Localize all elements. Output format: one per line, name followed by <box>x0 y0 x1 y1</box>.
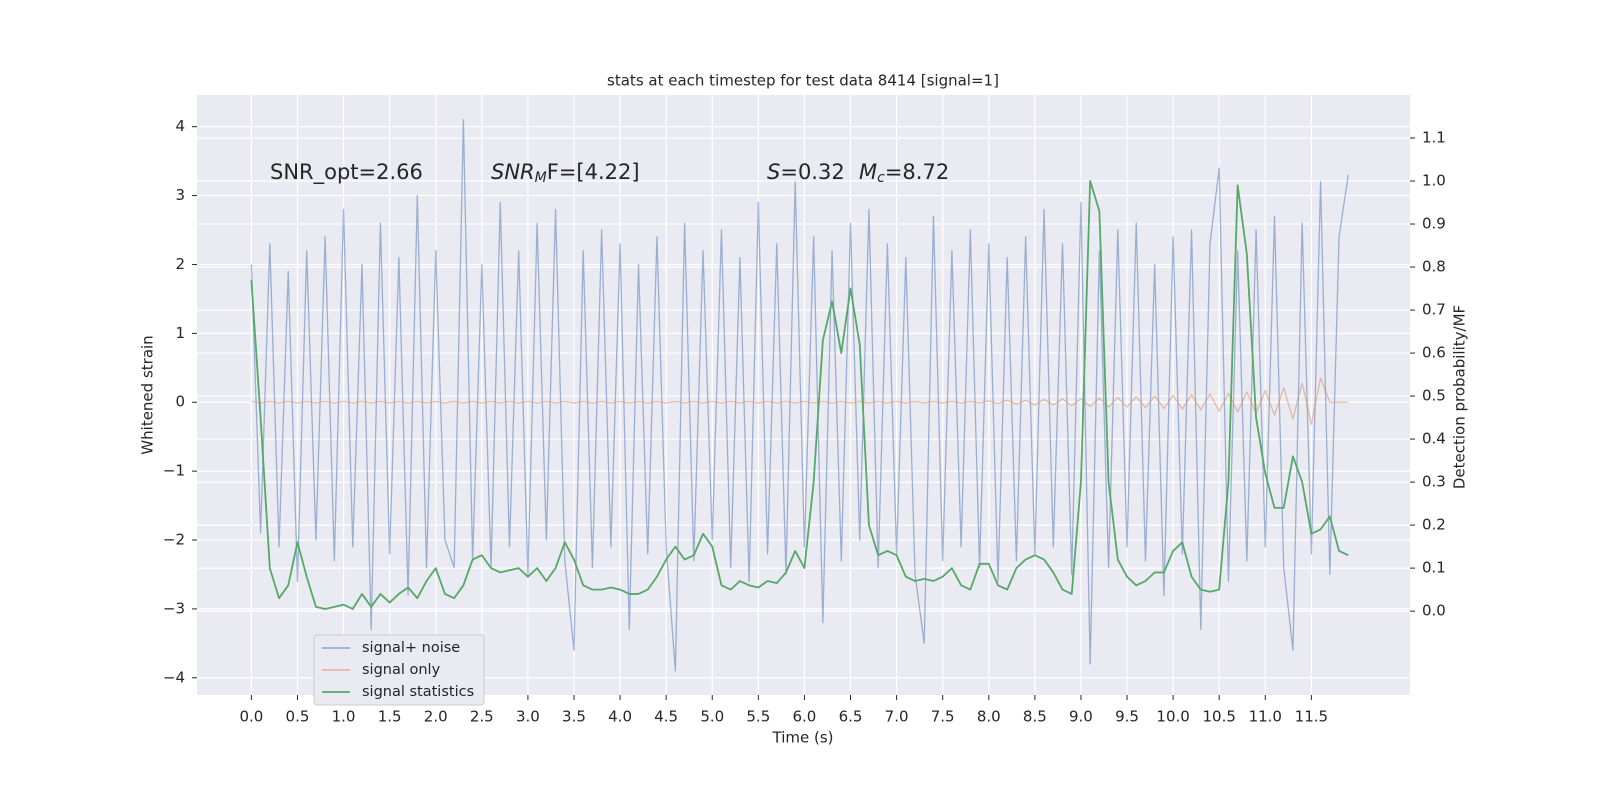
annotation-part: =0.32 <box>780 160 844 184</box>
annotation-part: F=[4.22] <box>547 160 640 184</box>
x-tick-label: 5.0 <box>700 708 724 726</box>
chart-title: stats at each timestep for test data 841… <box>607 72 999 90</box>
annotation: SNRMF=[4.22] <box>491 160 640 186</box>
annotation-part: S <box>767 160 780 184</box>
grid <box>197 95 1410 695</box>
x-tick-label: 2.0 <box>424 708 448 726</box>
x-tick-label: 1.0 <box>332 708 356 726</box>
y-tick-label: 0 <box>175 393 185 411</box>
annotation-part: =8.72 <box>885 160 949 184</box>
y-tick-label: −4 <box>163 668 185 686</box>
x-tick-label: 7.0 <box>885 708 909 726</box>
y2-tick-label: 0.5 <box>1422 387 1446 405</box>
y-tick-label: 3 <box>175 186 185 204</box>
legend-label: signal+ noise <box>362 640 460 656</box>
y-tick-label: −3 <box>163 599 185 617</box>
legend-label: signal statistics <box>362 684 474 700</box>
y2-tick-label: 1.1 <box>1422 129 1446 147</box>
y2-tick-label: 0.3 <box>1422 473 1446 491</box>
annotation-part: c <box>877 170 885 186</box>
marks <box>250 119 1349 672</box>
y2-tick-label: 0.1 <box>1422 559 1446 577</box>
annotation-part: SNR_opt=2.66 <box>270 160 423 185</box>
y-tick-label: −2 <box>163 531 185 549</box>
annotation-part: M <box>535 170 547 186</box>
annotation-part: SNR <box>491 160 535 184</box>
x-tick-label: 11.5 <box>1295 708 1328 726</box>
x-tick-label: 4.5 <box>654 708 678 726</box>
legend-box <box>313 634 485 706</box>
x-tick-label: 3.0 <box>516 708 540 726</box>
annotation: SNR_opt=2.66 <box>270 160 423 185</box>
series-line <box>250 119 1349 672</box>
annotation-part: M <box>859 160 877 184</box>
x-tick-label: 11.0 <box>1249 708 1282 726</box>
x-tick-label: 8.5 <box>1023 708 1047 726</box>
y2-tick-label: 0.2 <box>1422 516 1446 534</box>
y2-tick-label: 0.4 <box>1422 430 1446 448</box>
y2-tick-label: 0.7 <box>1422 301 1446 319</box>
y-axis-label: Whitened strain <box>139 335 157 454</box>
y2-tick-label: 0.0 <box>1422 602 1446 620</box>
x-tick-label: 0.0 <box>239 708 263 726</box>
x-tick-label: 5.5 <box>746 708 770 726</box>
x-tick-label: 4.0 <box>608 708 632 726</box>
series-line <box>250 180 1349 610</box>
y2-tick-label: 0.6 <box>1422 344 1446 362</box>
y2-axis-label: Detection probability/MF <box>1451 305 1469 489</box>
annotation: Mc=8.72 <box>859 160 949 186</box>
series-line <box>251 377 1349 425</box>
y2-tick-label: 1.0 <box>1422 172 1446 190</box>
x-tick-label: 10.5 <box>1202 708 1235 726</box>
x-tick-label: 10.0 <box>1156 708 1189 726</box>
x-tick-label: 1.5 <box>378 708 402 726</box>
x-tick-label: 3.5 <box>562 708 586 726</box>
x-tick-label: 8.0 <box>977 708 1001 726</box>
y-tick-label: 4 <box>175 117 185 135</box>
y-tick-label: −1 <box>163 462 185 480</box>
legend-label: signal only <box>362 662 441 678</box>
y2-tick-label: 0.9 <box>1422 215 1446 233</box>
annotation: S=0.32 <box>767 160 845 184</box>
y-tick-label: 2 <box>175 255 185 273</box>
x-tick-label: 7.5 <box>931 708 955 726</box>
x-tick-label: 9.0 <box>1069 708 1093 726</box>
x-tick-label: 0.5 <box>286 708 310 726</box>
x-tick-label: 6.0 <box>792 708 816 726</box>
y2-tick-label: 0.8 <box>1422 258 1446 276</box>
x-tick-label: 2.5 <box>470 708 494 726</box>
x-axis-label: Time (s) <box>772 729 834 747</box>
x-tick-label: 9.5 <box>1115 708 1139 726</box>
x-tick-label: 6.5 <box>839 708 863 726</box>
y-tick-label: 1 <box>175 324 185 342</box>
